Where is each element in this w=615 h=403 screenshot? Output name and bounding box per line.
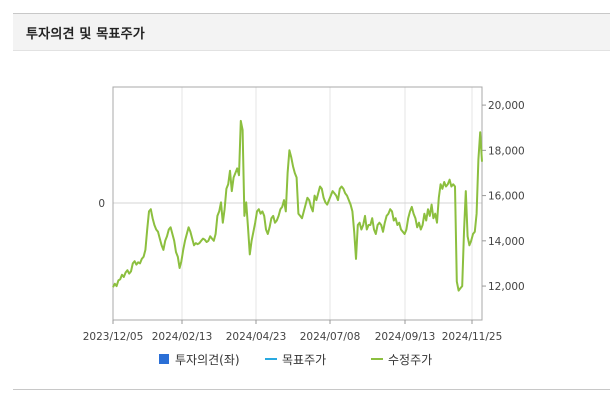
legend-marker bbox=[159, 354, 169, 364]
right-tick-label: 14,000 bbox=[488, 236, 525, 248]
left-tick-label: 0 bbox=[98, 198, 105, 210]
x-tick-label: 2024/04/23 bbox=[226, 331, 287, 343]
legend-label: 투자의견(좌) bbox=[175, 353, 240, 367]
plot-frame bbox=[112, 86, 483, 321]
x-tick-label: 2024/07/08 bbox=[300, 331, 361, 343]
panel-title: 투자의견 및 목표주가 bbox=[26, 27, 145, 42]
right-tick-label: 20,000 bbox=[488, 100, 525, 112]
legend-label: 목표주가 bbox=[282, 353, 326, 367]
x-tick-label: 2024/02/13 bbox=[152, 331, 213, 343]
right-tick-label: 18,000 bbox=[488, 145, 525, 157]
right-tick-label: 16,000 bbox=[488, 191, 525, 203]
legend-label: 수정주가 bbox=[388, 353, 432, 367]
right-tick-label: 12,000 bbox=[488, 281, 525, 293]
x-tick-label: 2024/11/25 bbox=[442, 331, 503, 343]
x-tick-label: 2023/12/05 bbox=[83, 331, 144, 343]
chart-grid bbox=[113, 87, 482, 320]
x-tick-label: 2024/09/13 bbox=[375, 331, 436, 343]
series-line-adjusted-price bbox=[112, 119, 483, 292]
panel-header: 투자의견 및 목표주가 bbox=[13, 14, 610, 51]
